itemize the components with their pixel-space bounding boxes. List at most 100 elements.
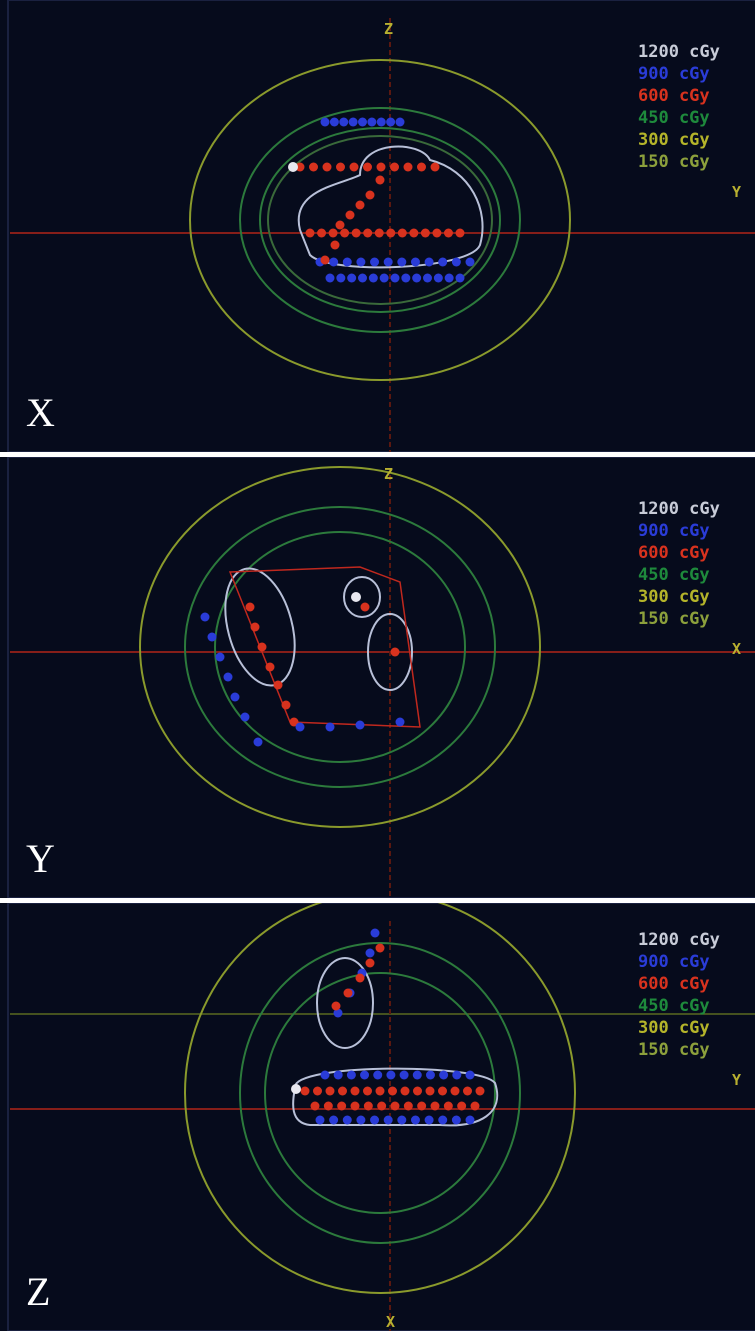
- panel-border: [7, 457, 755, 898]
- dose-dot: [365, 948, 375, 958]
- dose-dot: [343, 988, 353, 998]
- legend-entry: 900 cGy: [638, 952, 710, 972]
- dose-dot: [351, 592, 361, 602]
- isodose-line: [343, 576, 381, 618]
- dose-dot: [386, 1070, 396, 1080]
- dose-dot: [388, 1086, 397, 1096]
- dose-dot: [281, 700, 291, 710]
- axis-label: Y: [732, 1071, 741, 1089]
- dose-dot: [451, 257, 461, 267]
- dose-dot: [365, 190, 375, 200]
- legend-entry: 1200 cGy: [638, 499, 720, 519]
- dose-dot: [365, 958, 375, 968]
- dose-dot: [340, 228, 350, 238]
- isodose-line: [264, 972, 496, 1214]
- dose-dot: [409, 228, 419, 238]
- dose-dot: [348, 117, 358, 127]
- dose-dot: [432, 228, 442, 238]
- dose-dot: [215, 652, 225, 662]
- dose-dot: [360, 1070, 370, 1080]
- dose-dot: [288, 162, 298, 172]
- dose-dot: [253, 737, 263, 747]
- dose-dot: [417, 1101, 427, 1111]
- dose-dot: [433, 273, 443, 283]
- dose-dot: [320, 255, 330, 265]
- panel-border: [7, 0, 755, 452]
- dose-dot: [333, 1070, 343, 1080]
- legend-entry: 600 cGy: [638, 974, 710, 994]
- dose-dot: [322, 162, 332, 172]
- dose-dot: [465, 1115, 475, 1125]
- dose-dot: [325, 722, 335, 732]
- axis-label: Z: [384, 465, 393, 483]
- dose-dot: [397, 228, 407, 238]
- dose-dot: [470, 1101, 480, 1111]
- dose-dot: [390, 273, 400, 283]
- dose-dot: [374, 228, 384, 238]
- dose-dot: [323, 1101, 333, 1111]
- dose-dot: [295, 162, 305, 172]
- isodose-line: [184, 506, 496, 788]
- dose-dot: [395, 117, 405, 127]
- legend-entry: 600 cGy: [638, 86, 710, 106]
- dose-dot: [410, 257, 420, 267]
- dose-dot: [463, 1086, 472, 1096]
- dose-dot: [339, 117, 349, 127]
- dose-dot: [330, 240, 340, 250]
- dose-dot: [443, 228, 453, 238]
- dose-dot: [386, 228, 396, 238]
- dose-dot: [310, 1101, 320, 1111]
- dose-dot: [331, 1001, 341, 1011]
- dose-dot: [368, 273, 378, 283]
- dose-dot: [379, 273, 389, 283]
- dose-dot: [305, 228, 315, 238]
- dose-dot: [375, 943, 385, 953]
- isodose-line: [139, 466, 541, 828]
- dose-dot: [223, 672, 233, 682]
- dose-dot: [320, 117, 330, 127]
- dose-dot: [412, 273, 422, 283]
- dose-dot: [383, 1115, 393, 1125]
- dose-dot: [438, 1115, 448, 1125]
- panel-label: X: [26, 390, 55, 435]
- legend-entry: 600 cGy: [638, 543, 710, 563]
- dose-dot: [230, 692, 240, 702]
- dose-dot: [289, 717, 299, 727]
- dose-dot: [338, 1086, 347, 1096]
- dose-dot: [328, 228, 338, 238]
- dose-dot: [443, 1101, 453, 1111]
- dose-dot: [397, 257, 407, 267]
- dose-dot: [367, 117, 377, 127]
- dose-dot: [351, 228, 361, 238]
- isodose-line: [259, 127, 501, 313]
- dose-dot: [455, 273, 465, 283]
- legend-entry: 450 cGy: [638, 108, 710, 128]
- panel-label: Z: [26, 1269, 50, 1314]
- dose-dot: [358, 117, 367, 127]
- dose-dot: [329, 1115, 339, 1125]
- dose-dot: [417, 162, 426, 172]
- dose-dot: [342, 1115, 352, 1125]
- dose-dot: [452, 1070, 462, 1080]
- dose-dot: [347, 273, 357, 283]
- dose-dot: [430, 1101, 440, 1111]
- axis-label: X: [386, 1313, 395, 1331]
- dose-dot: [335, 220, 345, 230]
- dose-dot: [450, 1086, 460, 1096]
- axis-label: X: [732, 640, 741, 658]
- dose-dot: [413, 1086, 422, 1096]
- dose-dot: [350, 1101, 360, 1111]
- dose-dot: [358, 273, 367, 283]
- dose-dot: [329, 117, 339, 127]
- dose-dot: [355, 973, 365, 983]
- dose-dot: [350, 1086, 360, 1096]
- isodose-line: [267, 135, 493, 305]
- legend-entry: 450 cGy: [638, 996, 710, 1016]
- legend-entry: 450 cGy: [638, 565, 710, 585]
- isodose-line: [239, 107, 521, 333]
- legend-entry: 300 cGy: [638, 130, 710, 150]
- dose-dot: [245, 602, 255, 612]
